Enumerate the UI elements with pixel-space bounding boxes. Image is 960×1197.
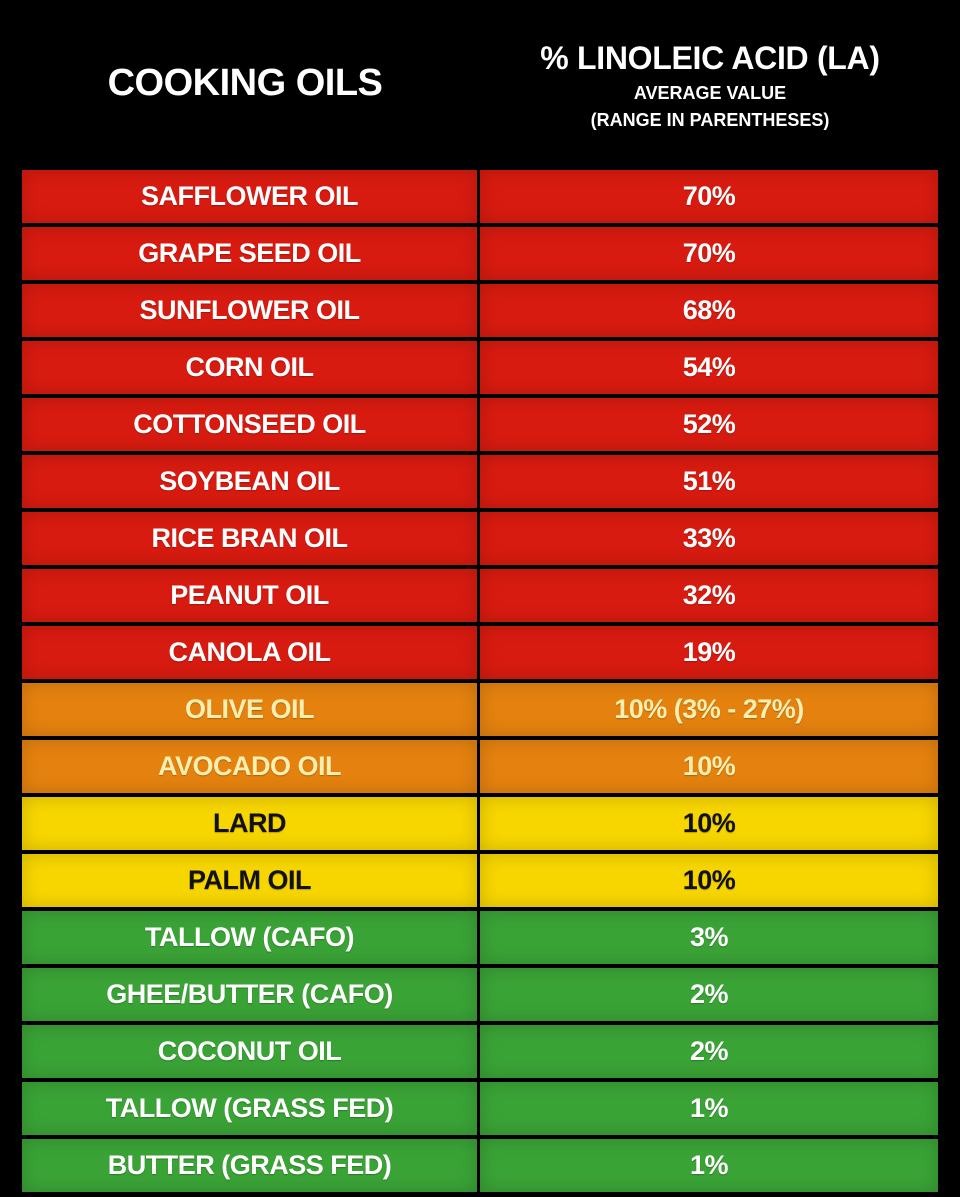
la-value: 10% (480, 854, 938, 907)
oil-name: PALM OIL (22, 854, 477, 907)
la-value: 70% (480, 170, 938, 223)
oil-name: BUTTER (GRASS FED) (22, 1139, 477, 1192)
oil-name: GHEE/BUTTER (CAFO) (22, 968, 477, 1021)
oil-name: SOYBEAN OIL (22, 455, 477, 508)
la-value: 32% (480, 569, 938, 622)
column-title: % LINOLEIC ACID (LA) (540, 40, 880, 76)
la-value: 33% (480, 512, 938, 565)
la-value: 10% (3% - 27%) (480, 683, 938, 736)
column-title: COOKING OILS (107, 62, 383, 104)
la-value: 52% (480, 398, 938, 451)
oil-name: GRAPE SEED OIL (22, 227, 477, 280)
la-value: 70% (480, 227, 938, 280)
column-subtitle: (RANGE IN PARENTHESES) (590, 110, 830, 130)
la-value: 10% (480, 740, 938, 793)
la-value: 2% (480, 968, 938, 1021)
oil-name: COTTONSEED OIL (22, 398, 477, 451)
oil-name: SAFFLOWER OIL (22, 170, 477, 223)
oil-name: OLIVE OIL (22, 683, 477, 736)
la-value: 1% (480, 1139, 938, 1192)
la-value: 54% (480, 341, 938, 394)
la-value: 51% (480, 455, 938, 508)
la-value: 19% (480, 626, 938, 679)
column-subtitle: AVERAGE VALUE (633, 83, 787, 103)
la-value: 68% (480, 284, 938, 337)
la-value: 1% (480, 1082, 938, 1135)
oil-name: RICE BRAN OIL (22, 512, 477, 565)
oil-name: TALLOW (CAFO) (22, 911, 477, 964)
la-value: 2% (480, 1025, 938, 1078)
la-value: 3% (480, 911, 938, 964)
oil-name: TALLOW (GRASS FED) (22, 1082, 477, 1135)
oil-name: CANOLA OIL (22, 626, 477, 679)
oil-name: AVOCADO OIL (22, 740, 477, 793)
oil-name: SUNFLOWER OIL (22, 284, 477, 337)
oil-name: PEANUT OIL (22, 569, 477, 622)
oil-name: LARD (22, 797, 477, 850)
oil-name: COCONUT OIL (22, 1025, 477, 1078)
la-value: 10% (480, 797, 938, 850)
oil-name: CORN OIL (22, 341, 477, 394)
